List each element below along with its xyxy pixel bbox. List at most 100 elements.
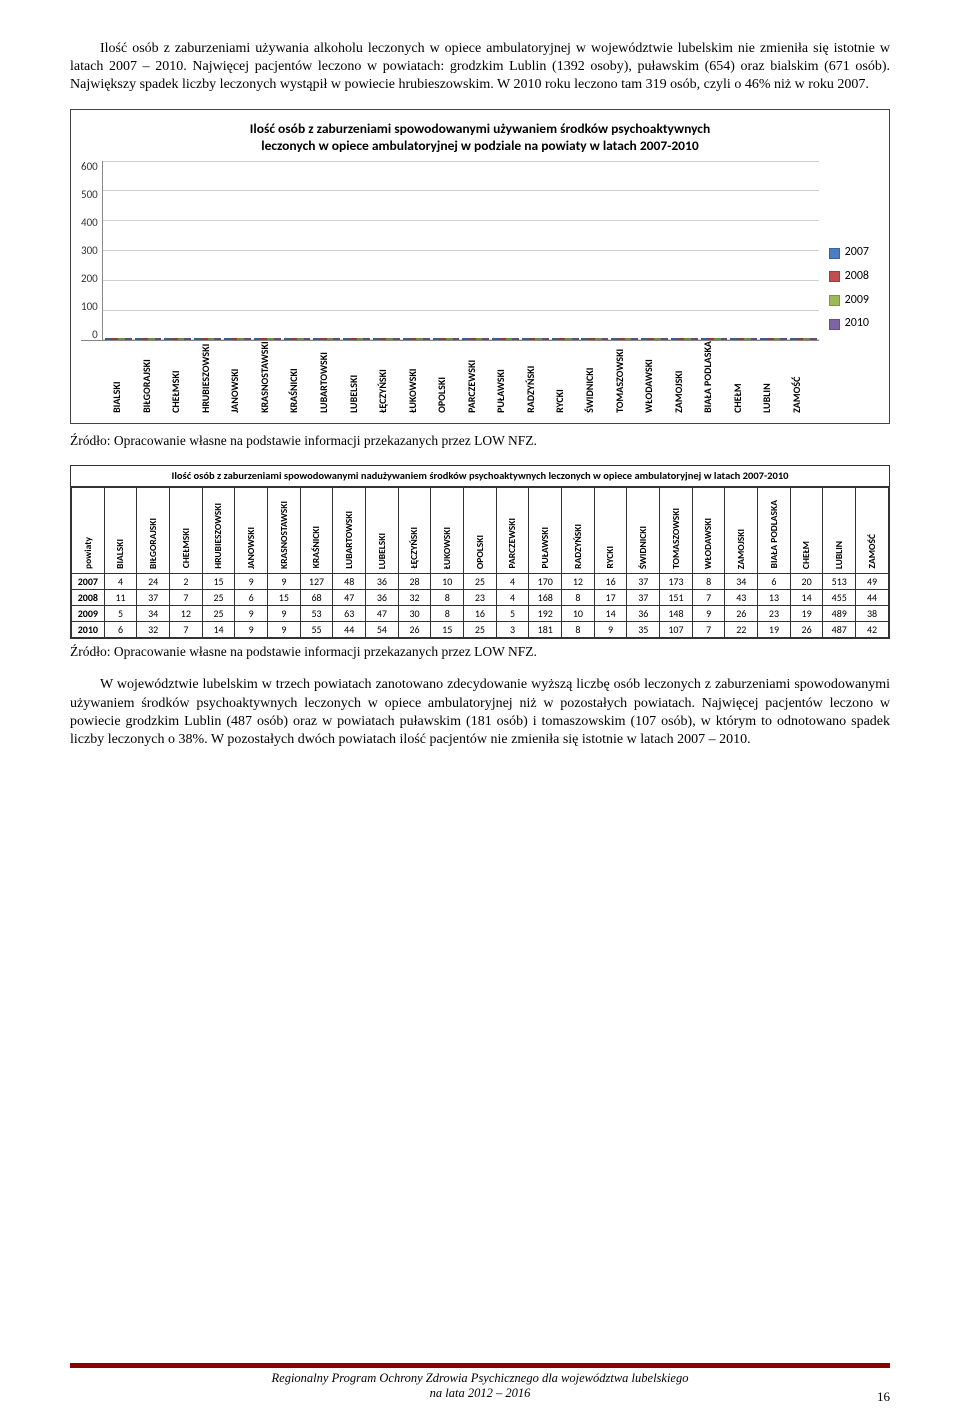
bar — [535, 338, 542, 340]
col-header: KRAŚNICKI — [300, 487, 333, 573]
bar — [707, 338, 714, 340]
table-cell: 8 — [562, 621, 595, 637]
table-cell: 12 — [562, 573, 595, 589]
table-cell: 43 — [725, 589, 758, 605]
table-cell: 44 — [333, 621, 366, 637]
bar — [423, 338, 430, 340]
bar — [529, 338, 536, 340]
table-cell: 9 — [692, 605, 725, 621]
bar — [433, 338, 440, 340]
bar — [284, 338, 291, 340]
bar — [714, 338, 721, 340]
data-table: powiatyBIALSKIBIŁGORAJSKICHEŁMSKIHRUBIES… — [71, 487, 889, 638]
x-label: ZAMOJSKI — [671, 341, 701, 417]
bar — [641, 338, 648, 340]
table-cell: 148 — [660, 605, 693, 621]
bar-group — [284, 338, 311, 340]
bar-group — [105, 338, 132, 340]
bar — [267, 338, 274, 340]
table-cell: 28 — [398, 573, 431, 589]
col-header: WŁODAWSKI — [692, 487, 725, 573]
footer-l1: Regionalny Program Ochrony Zdrowia Psych… — [272, 1371, 689, 1385]
bar — [462, 338, 469, 340]
table-cell: 9 — [235, 621, 268, 637]
table-cell: 42 — [856, 621, 889, 637]
bar — [482, 338, 489, 340]
y-tick: 600 — [81, 161, 98, 172]
bar — [581, 338, 588, 340]
footer-rule — [70, 1363, 890, 1368]
x-label: KRAŚNICKI — [286, 341, 316, 417]
bar — [357, 338, 364, 340]
table-title: Ilość osób z zaburzeniami spowodowanymi … — [71, 466, 889, 487]
table-cell: 25 — [464, 573, 497, 589]
chart-container: Ilość osób z zaburzeniami spowodowanymi … — [70, 109, 890, 424]
table-cell: 36 — [366, 573, 399, 589]
bar-group — [522, 338, 549, 340]
table-cell: 12 — [170, 605, 203, 621]
table-cell: 181 — [529, 621, 562, 637]
bar — [231, 338, 238, 340]
bar-group — [135, 338, 162, 340]
bar — [625, 338, 632, 340]
table-cell: 23 — [758, 605, 791, 621]
bar — [403, 338, 410, 340]
y-tick: 200 — [81, 273, 98, 284]
bar — [512, 338, 519, 340]
x-label: TOMASZOWSKI — [612, 341, 642, 417]
bar — [595, 338, 602, 340]
legend-label: 2008 — [845, 269, 869, 285]
col-header: RADZYŃSKI — [562, 487, 595, 573]
col-header: BIAŁA PODLASKA — [758, 487, 791, 573]
col-header: LUBELSKI — [366, 487, 399, 573]
table-cell: 5 — [496, 605, 529, 621]
table-cell: 2009 — [72, 605, 105, 621]
table-cell: 13 — [758, 589, 791, 605]
x-label: LUBARTOWSKI — [316, 341, 346, 417]
col-header: BIŁGORAJSKI — [137, 487, 170, 573]
bar — [343, 338, 350, 340]
table-cell: 489 — [823, 605, 856, 621]
legend-item: 2007 — [829, 245, 869, 261]
bar — [380, 338, 387, 340]
table-cell: 2007 — [72, 573, 105, 589]
table-cell: 15 — [431, 621, 464, 637]
x-label: RADZYŃSKI — [523, 341, 553, 417]
bar — [730, 338, 737, 340]
table-cell: 107 — [660, 621, 693, 637]
bar — [565, 338, 572, 340]
col-header: ZAMOJSKI — [725, 487, 758, 573]
bar — [254, 338, 261, 340]
bar — [631, 338, 638, 340]
col-header: BIALSKI — [104, 487, 137, 573]
table-cell: 5 — [104, 605, 137, 621]
bar-group — [552, 338, 579, 340]
x-label: CHEŁM — [730, 341, 760, 417]
bar-group — [343, 338, 370, 340]
table-cell: 37 — [627, 573, 660, 589]
table-cell: 14 — [594, 605, 627, 621]
table-row: 2010632714995544542615253181893510772219… — [72, 621, 889, 637]
bar — [178, 338, 185, 340]
table-cell: 23 — [464, 589, 497, 605]
bar-group — [433, 338, 460, 340]
table-cell: 11 — [104, 589, 137, 605]
bar — [386, 338, 393, 340]
table-cell: 3 — [496, 621, 529, 637]
bar — [453, 338, 460, 340]
col-header: OPOLSKI — [464, 487, 497, 573]
bar — [476, 338, 483, 340]
table-cell: 25 — [464, 621, 497, 637]
table-cell: 10 — [562, 605, 595, 621]
bar — [304, 338, 311, 340]
bar — [135, 338, 142, 340]
bar — [751, 338, 758, 340]
table-cell: 34 — [137, 605, 170, 621]
bar — [661, 338, 668, 340]
bar — [721, 338, 728, 340]
table-cell: 2010 — [72, 621, 105, 637]
table-cell: 6 — [104, 621, 137, 637]
table-cell: 17 — [594, 589, 627, 605]
table-cell: 48 — [333, 573, 366, 589]
bar — [611, 338, 618, 340]
